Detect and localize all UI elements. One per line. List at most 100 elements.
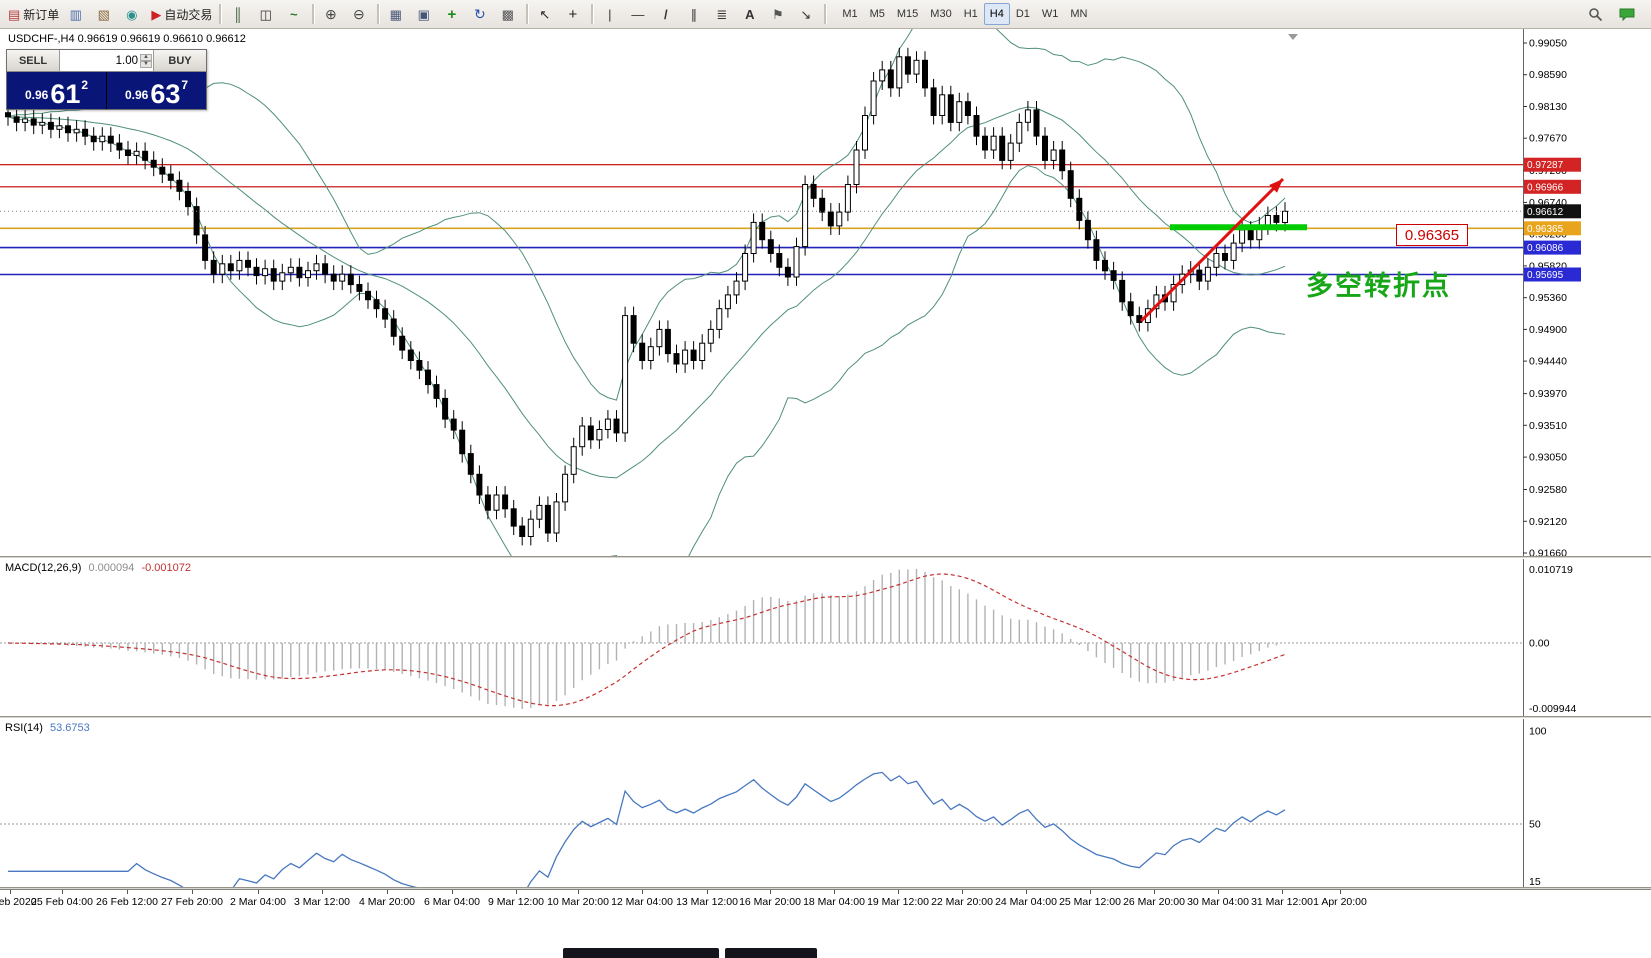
candlestick-icon[interactable]: ◫	[253, 2, 281, 26]
sell-price[interactable]: 0.96 61 2	[7, 72, 107, 109]
toolbar-buttons: ▤ 新订单 ▥ ▧ ◉ ▶ 自动交易	[4, 2, 830, 26]
profiles-icon[interactable]: ▧	[91, 2, 119, 26]
text-icon[interactable]: A	[737, 2, 765, 26]
chart-template-icon[interactable]: ▩	[495, 2, 523, 26]
time-axis-tick	[127, 890, 128, 894]
time-axis-tick	[962, 890, 963, 894]
trendline-icon[interactable]: /	[653, 2, 681, 26]
buy-price-prefix: 0.96	[124, 88, 149, 102]
rsi-name: RSI(14)	[5, 722, 43, 734]
channel-icon[interactable]: ∥	[681, 2, 709, 26]
zoom-out-icon: ⊖	[352, 6, 365, 22]
zoom-in-icon[interactable]: ⊕	[318, 2, 346, 26]
timeframe-button-m5[interactable]: M5	[869, 8, 885, 20]
buy-button[interactable]: BUY	[168, 54, 192, 67]
time-axis-label: 3 Feb 2020	[0, 896, 37, 908]
timeframe-button-h4[interactable]: H4	[983, 3, 1010, 25]
timeframe-button-w1[interactable]: W1	[1041, 8, 1059, 20]
buy-price-pip: 7	[181, 78, 189, 92]
buy-price[interactable]: 0.96 63 7	[107, 72, 206, 109]
channel-icon: ∥	[690, 6, 698, 22]
timeframe-button-mn[interactable]: MN	[1070, 8, 1088, 20]
volume-up-icon[interactable]: ▲	[140, 53, 152, 61]
panel-splitter[interactable]	[0, 556, 1651, 559]
new-chart-button[interactable]: +	[439, 2, 467, 26]
fibonacci-icon[interactable]: ≣	[709, 2, 737, 26]
timeframe-switcher: M1 M5 M15 M30 H1 H4 D1 W1 MN	[836, 3, 1093, 25]
svg-text:15: 15	[1529, 876, 1541, 887]
taskbar-fragment[interactable]	[563, 948, 719, 958]
time-axis-tick	[1026, 890, 1027, 894]
chart-window-icon[interactable]: ▥	[63, 2, 91, 26]
alerts-icon: ◉	[126, 6, 138, 22]
volume-down-icon[interactable]: ▼	[140, 60, 152, 68]
bottom-strip	[0, 911, 1651, 958]
toolbar-separator	[312, 4, 316, 24]
zoom-out-icon[interactable]: ⊖	[346, 2, 374, 26]
volume-input[interactable]: 1.00 ▲ ▼	[59, 50, 154, 71]
time-axis-label: 10 Mar 20:00	[547, 896, 609, 908]
sell-button[interactable]: SELL	[18, 54, 48, 67]
timeframe-button-m15[interactable]: M15	[896, 8, 919, 20]
label-icon: ⚑	[772, 6, 784, 22]
toolbar-right-group	[1581, 2, 1647, 26]
one-click-top-row: SELL 1.00 ▲ ▼ BUY	[7, 50, 206, 72]
timeframe-button-m1[interactable]: M1	[842, 8, 858, 20]
time-axis-tick	[898, 890, 899, 894]
autotrading-icon: ▶	[151, 6, 162, 22]
time-axis-label: 26 Feb 12:00	[96, 896, 158, 908]
macd-chart-canvas[interactable]: 0.010719 0.00 -0.009944	[0, 559, 1651, 716]
line-chart-icon: ~	[290, 6, 298, 22]
vertical-line-icon[interactable]: |	[597, 2, 625, 26]
alerts-icon[interactable]: ◉	[119, 2, 147, 26]
time-axis-label: 26 Mar 20:00	[1123, 896, 1185, 908]
refresh-icon[interactable]: ↻	[467, 2, 495, 26]
cursor-icon[interactable]: ↖	[532, 2, 560, 26]
price-chart-panel[interactable]: 0.990500.985900.981300.976700.972000.967…	[0, 29, 1651, 556]
time-axis-tick	[834, 890, 835, 894]
timeframe-button-d1[interactable]: D1	[1015, 8, 1030, 20]
search-icon[interactable]	[1581, 2, 1609, 26]
tile-windows-icon[interactable]: ▦	[383, 2, 411, 26]
autotrading-button[interactable]: ▶ 自动交易	[147, 2, 216, 26]
bar-chart-icon[interactable]: ║	[225, 2, 253, 26]
horizontal-line-icon[interactable]: —	[625, 2, 653, 26]
svg-text:0.97670: 0.97670	[1529, 133, 1567, 145]
time-axis-label: 1 Apr 20:00	[1313, 896, 1367, 908]
cascade-windows-icon[interactable]: ▣	[411, 2, 439, 26]
fibonacci-icon: ≣	[716, 6, 728, 22]
timeframe-button-h1[interactable]: H1	[963, 8, 978, 20]
time-axis-label: 18 Mar 04:00	[803, 896, 865, 908]
chat-icon[interactable]	[1613, 2, 1641, 26]
time-axis-label: 25 Feb 04:00	[31, 896, 93, 908]
rsi-panel[interactable]: 100 50 15	[0, 719, 1651, 887]
new-order-button[interactable]: ▤ 新订单	[4, 2, 63, 26]
svg-text:0.94900: 0.94900	[1529, 324, 1567, 336]
volume-stepper: ▲ ▼	[140, 53, 152, 68]
cascade-windows-icon: ▣	[417, 6, 430, 22]
rsi-chart-canvas[interactable]: 100 50 15	[0, 719, 1651, 887]
toolbar-separator	[591, 4, 595, 24]
toolbar-separator	[219, 4, 223, 24]
line-chart-icon[interactable]: ~	[281, 2, 309, 26]
svg-text:0.92120: 0.92120	[1529, 516, 1567, 528]
svg-text:0.96086: 0.96086	[1527, 243, 1564, 254]
svg-text:0.93050: 0.93050	[1529, 452, 1567, 464]
macd-panel[interactable]: 0.010719 0.00 -0.009944	[0, 559, 1651, 716]
time-axis-label: 13 Mar 12:00	[676, 896, 738, 908]
label-icon[interactable]: ⚑	[765, 2, 793, 26]
timeframe-button-m30[interactable]: M30	[930, 8, 952, 20]
svg-text:0.93970: 0.93970	[1529, 388, 1567, 400]
arrow-tools-icon[interactable]: ↘	[793, 2, 821, 26]
time-axis-tick	[1090, 890, 1091, 894]
time-axis-label: 31 Mar 12:00	[1251, 896, 1313, 908]
volume-value: 1.00	[115, 54, 138, 67]
crosshair-icon[interactable]: +	[560, 2, 588, 26]
panel-splitter[interactable]	[0, 716, 1651, 719]
price-callout[interactable]: 0.96365	[1396, 224, 1468, 246]
zoom-in-icon: ⊕	[324, 6, 337, 22]
taskbar-fragment[interactable]	[725, 948, 817, 958]
panel-splitter[interactable]	[0, 887, 1651, 889]
price-chart-canvas[interactable]: 0.990500.985900.981300.976700.972000.967…	[0, 29, 1651, 556]
